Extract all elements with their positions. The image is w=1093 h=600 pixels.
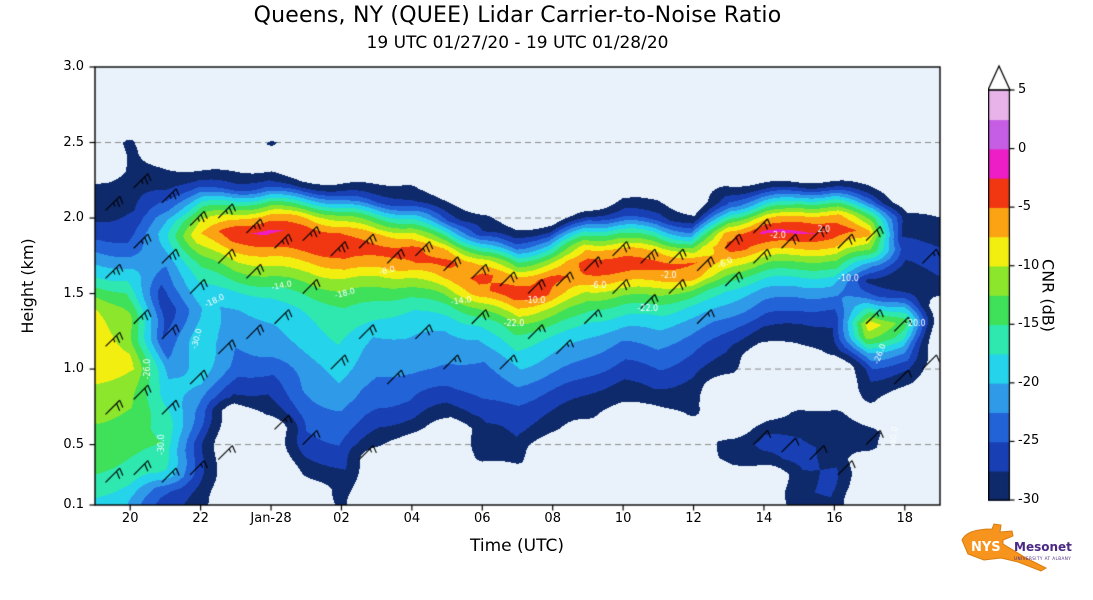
colorbar-tick-label: -30 [1018,492,1040,507]
x-tick-label: 18 [896,511,914,526]
colorbar-tick-label: -20 [1018,374,1040,390]
x-tick-label: 16 [826,511,843,526]
chart-subtitle: 19 UTC 01/27/20 - 19 UTC 01/28/20 [366,33,669,53]
colorbar-tick-label: -10 [1018,257,1040,273]
y-tick-label: 0.5 [63,436,84,452]
x-axis-label: Time (UTC) [470,536,564,556]
logo-mesonet-text: Mesonet [1014,540,1072,554]
x-tick-label: 20 [121,511,139,526]
x-tick-label: Jan-28 [250,511,292,526]
ny-state-shape-icon [961,523,1048,572]
x-tick-label: 04 [403,511,421,526]
y-tick-label: 1.5 [63,285,84,301]
y-tick-label: 2.5 [63,134,84,150]
y-tick-label: 0.1 [63,497,84,512]
contour-plot-canvas [85,57,950,515]
colorbar-canvas [988,64,1058,509]
x-tick-label: 02 [333,511,350,526]
y-tick-label: 3.0 [63,59,84,74]
x-tick-label: 14 [755,511,773,526]
colorbar-tick-label: -25 [1018,433,1040,449]
logo-university-text: UNIVERSITY AT ALBANY [1014,556,1071,561]
colorbar-tick-label: 0 [1018,140,1027,156]
x-tick-label: 10 [614,511,632,526]
x-tick-label: 08 [544,511,561,526]
logo-nys-text: NYS [971,540,1001,555]
y-tick-label: 1.0 [63,361,84,377]
y-tick-label: 2.0 [63,210,84,226]
colorbar-tick-label: -15 [1018,316,1040,332]
x-tick-label: 22 [192,511,209,526]
colorbar-tick-label: 5 [1018,82,1027,97]
y-axis-label: Height (km) [18,238,37,334]
nys-mesonet-logo: NYS Mesonet UNIVERSITY AT ALBANY [961,523,1072,572]
x-tick-label: 12 [685,511,702,526]
x-tick-label: 06 [474,511,491,526]
colorbar-tick-label: -5 [1018,199,1031,215]
chart-title: Queens, NY (QUEE) Lidar Carrier-to-Noise… [253,3,782,28]
